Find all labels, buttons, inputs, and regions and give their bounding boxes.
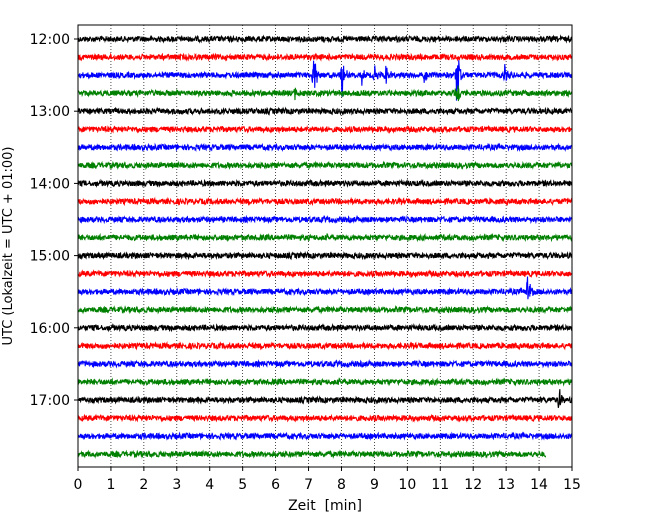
trace-line <box>77 34 573 44</box>
trace-line <box>77 178 573 188</box>
trace-line <box>77 377 573 387</box>
y-axis-label: UTC (Lokalzeit = UTC + 01:00) <box>1 147 16 346</box>
trace-line <box>77 142 573 153</box>
trace-line <box>77 340 573 351</box>
trace-line <box>77 269 573 279</box>
trace-line <box>77 160 573 171</box>
plot-frame <box>77 24 573 468</box>
trace-line <box>77 389 573 408</box>
y-tick-label: 17:00 <box>30 393 70 409</box>
x-tick-label: 14 <box>530 477 548 493</box>
x-tick-label: 1 <box>106 477 115 493</box>
x-tick-label: 3 <box>172 477 181 493</box>
x-tick-label: 4 <box>205 477 214 493</box>
y-tick-label: 15:00 <box>30 249 70 265</box>
x-tick-label: 11 <box>431 477 449 493</box>
trace-line <box>77 449 547 459</box>
trace-line <box>77 413 573 423</box>
trace-line <box>77 431 573 441</box>
y-tick-label: 12:00 <box>30 32 70 48</box>
trace-line <box>77 359 573 369</box>
x-tick-label: 0 <box>74 477 83 493</box>
trace-line <box>77 304 573 315</box>
trace-line <box>77 232 573 243</box>
x-tick-label: 13 <box>497 477 515 493</box>
x-axis: 0 1 2 3 4 5 6 7 8 9 10 11 12 13 14 15 <box>74 467 581 493</box>
y-axis: 12:00 13:00 14:00 15:00 16:00 17:00 <box>30 32 78 409</box>
x-tick-label: 12 <box>464 477 482 493</box>
trace-line <box>77 250 573 261</box>
trace-rows <box>77 34 573 459</box>
trace-line <box>77 323 573 333</box>
trace-line <box>77 106 573 116</box>
trace-line <box>77 85 573 102</box>
x-tick-label: 10 <box>398 477 416 493</box>
trace-line <box>77 60 573 101</box>
trace-line <box>77 124 573 135</box>
y-tick-label: 13:00 <box>30 104 70 120</box>
x-tick-label: 2 <box>139 477 148 493</box>
x-tick-label: 9 <box>370 477 379 493</box>
trace-line <box>77 214 573 225</box>
y-tick-label: 14:00 <box>30 176 70 192</box>
trace-line <box>77 276 573 300</box>
x-tick-label: 15 <box>563 477 581 493</box>
x-tick-label: 8 <box>337 477 346 493</box>
x-tick-label: 7 <box>304 477 313 493</box>
x-tick-label: 5 <box>238 477 247 493</box>
trace-line <box>77 196 573 207</box>
x-tick-label: 6 <box>271 477 280 493</box>
y-tick-label: 16:00 <box>30 321 70 337</box>
trace-line <box>77 52 573 62</box>
x-axis-label: Zeit [min] <box>288 498 362 514</box>
